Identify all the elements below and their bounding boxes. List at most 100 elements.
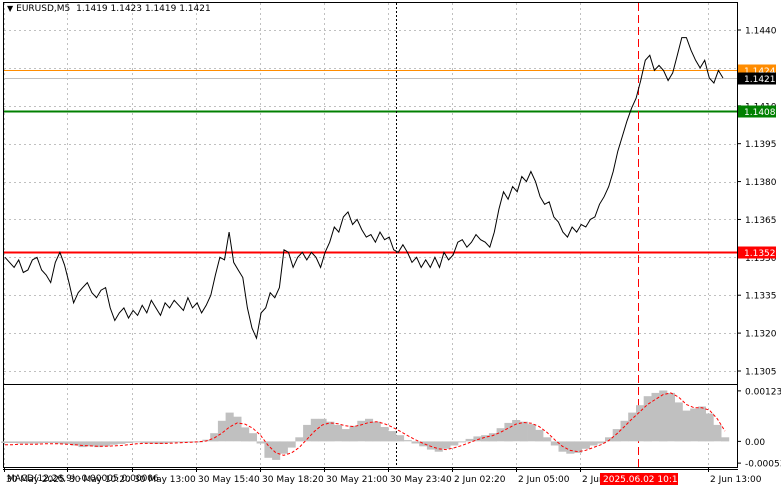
macd-bar (63, 441, 72, 444)
time-tick-label: 30 May 23:40 (390, 475, 452, 485)
macd-bar (70, 441, 79, 446)
macd-bar (248, 433, 257, 442)
level-tag-red: 1.1352 (738, 246, 776, 259)
level-tag-text: 1.1424 (744, 67, 776, 77)
ohlc-values: 1.1419 1.1423 1.1419 1.1421 (76, 4, 211, 14)
price-tick-label: 1.1380 (745, 178, 777, 188)
macd-bar (117, 441, 126, 444)
macd-bar (310, 418, 319, 442)
macd-bar (171, 441, 180, 443)
macd-bar (419, 441, 428, 447)
macd-bar (156, 441, 165, 444)
macd-bar (86, 441, 95, 447)
price-levels[interactable] (4, 70, 737, 254)
price-tick-label: 1.1395 (745, 140, 777, 150)
macd-bar (326, 421, 335, 442)
chart-header: ▼ EURUSD,M5 1.1419 1.1423 1.1419 1.1421 (7, 4, 211, 14)
macd-bar (605, 437, 614, 442)
macd-bar (32, 441, 41, 444)
symbol-label: EURUSD,M5 (16, 4, 71, 14)
macd-bar (94, 441, 103, 448)
macd-bar (24, 441, 33, 444)
macd-bar (365, 418, 374, 442)
time-axis[interactable]: 30 May 2025 30 May 10:20 30 May 13:00 30 Ma… (4, 468, 762, 485)
macd-bar (39, 441, 48, 443)
macd-bar (581, 441, 590, 449)
macd-bar (217, 420, 226, 442)
macd-bar (403, 440, 412, 442)
macd-bar (318, 418, 327, 442)
macd-bar (465, 438, 474, 442)
macd-bar (194, 441, 203, 443)
macd-bar (47, 441, 56, 443)
macd-bar (713, 424, 722, 442)
macd-tick-label: 0.00123 (745, 387, 781, 397)
macd-bar (690, 408, 699, 442)
macd-bar (682, 410, 691, 442)
macd-bar (481, 435, 490, 442)
macd-bar (388, 431, 397, 442)
macd-bar (179, 441, 188, 443)
macd-bar (264, 441, 273, 458)
macd-bar (434, 441, 443, 452)
price-tick-label: 1.1440 (745, 27, 777, 37)
macd-bar (109, 441, 118, 445)
macd-bar (674, 402, 683, 442)
macd-bar (357, 420, 366, 442)
time-tick-label: 30 May 13:00 (134, 475, 196, 485)
macd-bar (101, 441, 110, 447)
macd-bar (473, 436, 482, 442)
macd-bar (256, 441, 265, 444)
macd-bar (527, 424, 536, 442)
price-tick-label: 1.1365 (745, 216, 777, 226)
macd-bar (380, 427, 389, 442)
macd-bar (512, 420, 521, 442)
level-tag-current: 1.1421 (738, 72, 776, 85)
macd-header: MACD(12,26,9) -0.00005 0.00006 (7, 474, 159, 484)
macd-bar (140, 441, 149, 443)
macd-bar (303, 424, 312, 442)
macd-bar (233, 416, 242, 442)
macd-bar (504, 422, 513, 442)
price-tick-label: 1.1305 (745, 368, 777, 378)
macd-bar (241, 427, 250, 442)
time-tick-label: 2 Jun 13:00 (710, 475, 762, 485)
macd-label: MACD(12,26,9) -0.00005 0.00006 (7, 474, 159, 484)
macd-tick-label: 0.00 (745, 438, 765, 448)
macd-bar (8, 441, 17, 443)
macd-bar (550, 441, 559, 446)
level-tag-text: 1.1408 (744, 108, 776, 118)
macd-bar (349, 425, 358, 442)
grid-lines (4, 3, 737, 468)
time-tick-label: 2 Jun 02:20 (454, 475, 506, 485)
time-tick-label: 2 Jun 05:00 (518, 475, 570, 485)
macd-signal-line (5, 392, 726, 456)
macd-bar (148, 441, 157, 444)
macd-bar (721, 437, 730, 442)
triangle-down-icon[interactable]: ▼ (7, 4, 14, 13)
macd-bar (597, 441, 606, 444)
level-tag-text: 1.1421 (744, 75, 776, 85)
macd-bar (705, 413, 714, 442)
macd-bar (334, 424, 343, 442)
macd-bar (272, 441, 281, 460)
level-tag-text: 1.1352 (744, 249, 776, 259)
level-tag-green: 1.1408 (738, 105, 776, 118)
macd-bar (643, 396, 652, 442)
macd-bar (636, 405, 645, 442)
macd-bar (125, 441, 134, 443)
price-series-line (4, 37, 724, 340)
time-tick-label: 30 May 10:20 (69, 475, 131, 485)
macd-bar (442, 441, 451, 449)
macd-bar (78, 441, 87, 448)
macd-bar (396, 435, 405, 442)
macd-bar (666, 392, 675, 442)
macd-bar (1, 441, 10, 443)
cursor-time-text: 2025.06.02 10:10 (603, 475, 684, 485)
macd-bar (457, 441, 466, 443)
macd-bar (225, 412, 234, 442)
macd-bar (535, 429, 544, 442)
